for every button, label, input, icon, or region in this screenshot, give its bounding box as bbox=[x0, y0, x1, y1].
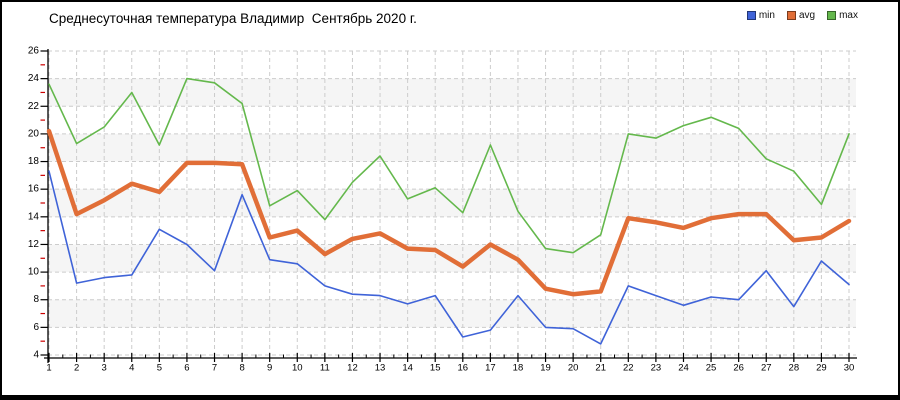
x-tick-label: 19 bbox=[540, 362, 551, 373]
x-tick-label: 21 bbox=[595, 362, 606, 373]
x-tick-label: 7 bbox=[212, 362, 217, 373]
x-tick-label: 20 bbox=[568, 362, 579, 373]
x-tick-label: 11 bbox=[320, 362, 330, 373]
y-tick-label: 18 bbox=[28, 156, 40, 167]
y-tick-label: 16 bbox=[28, 184, 40, 195]
x-tick-label: 25 bbox=[706, 362, 717, 373]
y-tick-label: 24 bbox=[28, 73, 40, 84]
x-tick-label: 13 bbox=[375, 362, 386, 373]
y-tick-label: 20 bbox=[28, 128, 40, 139]
legend-item-min: min bbox=[746, 10, 775, 21]
x-tick-label: 30 bbox=[844, 362, 855, 373]
x-tick-label: 22 bbox=[623, 362, 634, 373]
legend-label-min: min bbox=[758, 10, 775, 21]
series-max-line bbox=[48, 77, 850, 254]
legend-item-max: max bbox=[827, 10, 858, 21]
x-tick-label: 12 bbox=[347, 362, 358, 373]
x-tick-label: 26 bbox=[733, 362, 744, 373]
legend-item-avg: avg bbox=[786, 10, 816, 21]
chart-legend: min avg max bbox=[746, 10, 858, 21]
x-tick-label: 4 bbox=[129, 362, 134, 373]
x-tick-label: 14 bbox=[402, 362, 413, 373]
x-tick-label: 1 bbox=[46, 362, 51, 373]
x-tick-label: 15 bbox=[430, 362, 441, 373]
legend-swatch-min-icon bbox=[746, 11, 756, 20]
series-min-line bbox=[48, 170, 850, 345]
x-tick-label: 18 bbox=[513, 362, 524, 373]
y-tick-label: 6 bbox=[33, 322, 39, 333]
legend-label-max: max bbox=[839, 10, 858, 21]
y-tick-label: 14 bbox=[28, 211, 40, 222]
x-tick-label: 17 bbox=[485, 362, 496, 373]
legend-swatch-avg-icon bbox=[786, 11, 796, 20]
plot-band bbox=[48, 133, 856, 162]
series-avg-line bbox=[46, 128, 852, 297]
x-tick-label: 23 bbox=[651, 362, 662, 373]
x-tick-label: 24 bbox=[678, 362, 689, 373]
x-tick-label: 5 bbox=[157, 362, 162, 373]
y-tick-label: 26 bbox=[28, 46, 40, 57]
x-tick-label: 6 bbox=[184, 362, 189, 373]
plot-band bbox=[48, 299, 856, 328]
x-tick-label: 16 bbox=[458, 362, 469, 373]
x-tick-label: 3 bbox=[102, 362, 107, 373]
y-tick-label: 22 bbox=[28, 101, 40, 112]
y-tick-label: 4 bbox=[33, 350, 39, 361]
x-tick-label: 28 bbox=[789, 362, 800, 373]
x-tick-label: 27 bbox=[761, 362, 772, 373]
x-tick-label: 8 bbox=[239, 362, 244, 373]
plot-band bbox=[48, 78, 856, 107]
y-tick-label: 12 bbox=[28, 239, 40, 250]
legend-swatch-max-icon bbox=[827, 11, 837, 20]
x-tick-label: 2 bbox=[74, 362, 79, 373]
x-tick-label: 10 bbox=[292, 362, 303, 373]
legend-label-avg: avg bbox=[798, 10, 816, 21]
y-tick-label: 10 bbox=[28, 267, 40, 278]
x-tick-label: 9 bbox=[267, 362, 272, 373]
x-tick-label: 29 bbox=[816, 362, 827, 373]
y-tick-label: 8 bbox=[33, 294, 39, 305]
chart-title: Среднесуточная температура Владимир Сент… bbox=[49, 11, 417, 26]
